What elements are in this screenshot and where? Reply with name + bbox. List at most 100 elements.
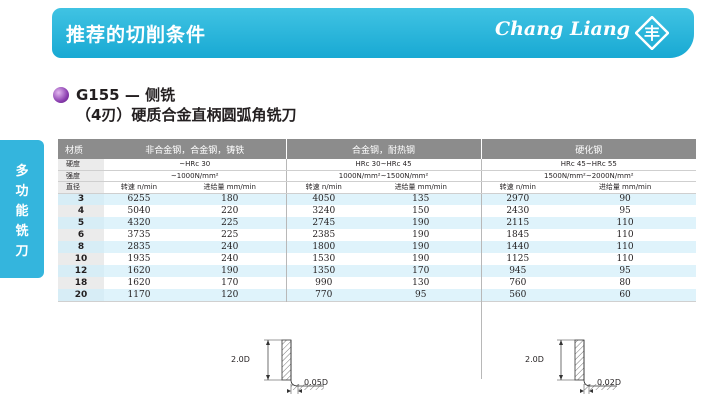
feed-cell: 190 bbox=[412, 230, 430, 240]
side-tab-char: 刀 bbox=[15, 244, 29, 259]
feed-header: 进给量 mm/min bbox=[361, 181, 482, 194]
table-row: 6 3735 225 2385 190 1845 110 bbox=[58, 229, 696, 241]
speed-cell: 770 bbox=[285, 289, 362, 301]
header-banner: 推荐的切削条件 Chang Liang 丰 bbox=[52, 8, 694, 58]
speed-cell: 6255 bbox=[104, 193, 174, 205]
depth-label: 2.0D bbox=[525, 355, 544, 364]
material-label: 材质 bbox=[58, 139, 104, 159]
side-category-tab: 多 功 能 铣 刀 bbox=[0, 140, 44, 278]
speed-cell: 1800 bbox=[285, 241, 362, 253]
brand-name: Chang Liang bbox=[495, 18, 630, 40]
strength-label: 强度 bbox=[58, 170, 104, 182]
table-row: 4 5040 220 3240 150 2430 95 bbox=[58, 205, 696, 217]
feed-cell: 225 bbox=[174, 217, 287, 229]
feed-cell: 240 bbox=[221, 254, 239, 264]
diameter-cell: 12 bbox=[58, 265, 104, 277]
page-title: 推荐的切削条件 bbox=[66, 24, 207, 46]
brand-logo-icon: 丰 bbox=[635, 16, 669, 50]
diameter-cell: 6 bbox=[58, 229, 104, 241]
feed-cell: 170 bbox=[361, 265, 482, 277]
speed-cell: 1440 bbox=[480, 241, 555, 253]
feed-cell: 95 bbox=[361, 289, 482, 301]
speed-cell: 1530 bbox=[285, 253, 362, 265]
hardness-row: 硬度 ~HRc 30 HRc 30~HRc 45 HRc 45~HRc 55 bbox=[58, 159, 697, 171]
diameter-cell: 18 bbox=[58, 277, 104, 289]
material-group-2: 合金钢，耐热钢 bbox=[285, 139, 482, 159]
speed-cell: 3735 bbox=[127, 230, 151, 240]
speed-cell: 2745 bbox=[285, 217, 362, 229]
diameter-cell: 5 bbox=[58, 217, 104, 229]
bullet-icon bbox=[53, 87, 69, 103]
feed-cell: 120 bbox=[174, 289, 287, 301]
feed-cell: 60 bbox=[554, 289, 697, 301]
feed-cell: 220 bbox=[221, 206, 239, 216]
feed-cell: 110 bbox=[616, 230, 634, 240]
speed-cell: 3240 bbox=[285, 205, 362, 217]
feed-cell: 150 bbox=[412, 206, 430, 216]
speed-cell: 1845 bbox=[480, 229, 555, 241]
speed-cell: 560 bbox=[480, 289, 555, 301]
speed-header: 转速 n/min bbox=[285, 181, 362, 194]
material-group-3: 硬化钢 bbox=[480, 139, 697, 159]
width-label: 0.02D bbox=[597, 378, 621, 387]
speed-header: 转速 n/min bbox=[480, 181, 555, 194]
speed-cell: 1170 bbox=[104, 289, 174, 301]
speed-cell: 4050 bbox=[285, 193, 362, 205]
speed-cell: 2970 bbox=[480, 193, 555, 205]
diagram-row bbox=[58, 300, 697, 379]
depth-label: 2.0D bbox=[231, 355, 250, 364]
table-row: 3 6255 180 4050 135 2970 90 bbox=[58, 193, 697, 205]
diameter-cell: 20 bbox=[58, 289, 104, 301]
cutting-depth-diagram: 2.0D 0.05D bbox=[231, 339, 328, 394]
feed-cell: 110 bbox=[554, 241, 697, 253]
product-subtitle: （4刃）硬质合金直柄圆弧角铣刀 bbox=[76, 106, 297, 124]
column-header-row: 直径 转速 n/min 进给量 mm/min 转速 n/min 进给量 mm/m… bbox=[58, 181, 697, 194]
speed-cell: 2115 bbox=[480, 217, 555, 229]
feed-cell: 190 bbox=[174, 265, 287, 277]
speed-cell: 2385 bbox=[285, 229, 362, 241]
material-header-row: 材质 非合金钢，合金钢，铸铁 合金钢，耐热钢 硬化钢 bbox=[58, 139, 697, 159]
feed-cell: 190 bbox=[361, 241, 482, 253]
hardness-value: HRc 45~HRc 55 bbox=[480, 159, 697, 171]
side-tab-char: 能 bbox=[15, 204, 29, 219]
feed-cell: 90 bbox=[554, 193, 697, 205]
feed-header: 进给量 mm/min bbox=[174, 181, 287, 194]
table-row: 10 1935 240 1530 190 1125 110 bbox=[58, 253, 696, 265]
feed-cell: 135 bbox=[361, 193, 482, 205]
feed-cell: 190 bbox=[361, 217, 482, 229]
strength-value: 1000N/mm²~1500N/mm² bbox=[285, 170, 482, 182]
svg-text:丰: 丰 bbox=[644, 24, 660, 43]
diameter-cell: 4 bbox=[58, 205, 104, 217]
cutting-depth-diagram: 2.0D 0.02D bbox=[525, 339, 621, 394]
feed-cell: 225 bbox=[221, 230, 239, 240]
cutting-conditions-table: 材质 非合金钢，合金钢，铸铁 合金钢，耐热钢 硬化钢 硬度 ~HRc 30 HR… bbox=[58, 139, 697, 379]
table-row: 5 4320 225 2745 190 2115 110 bbox=[58, 217, 697, 229]
speed-cell: 1620 bbox=[104, 265, 174, 277]
feed-cell: 95 bbox=[554, 265, 697, 277]
speed-cell: 760 bbox=[480, 277, 555, 289]
speed-cell: 1350 bbox=[285, 265, 362, 277]
hardness-value: ~HRc 30 bbox=[104, 159, 287, 171]
speed-cell: 2430 bbox=[480, 205, 555, 217]
strength-value: ~1000N/mm² bbox=[104, 170, 287, 182]
hardness-label: 硬度 bbox=[58, 159, 104, 171]
speed-cell: 990 bbox=[285, 277, 362, 289]
feed-cell: 170 bbox=[221, 278, 239, 288]
speed-cell: 1125 bbox=[480, 253, 555, 265]
feed-cell: 110 bbox=[616, 254, 634, 264]
product-model: G155 — 侧铣 bbox=[76, 86, 176, 104]
strength-value: 1500N/mm²~2000N/mm² bbox=[480, 170, 697, 182]
feed-cell: 110 bbox=[554, 217, 697, 229]
side-tab-char: 功 bbox=[15, 184, 29, 199]
feed-cell: 190 bbox=[412, 254, 430, 264]
speed-cell: 4320 bbox=[104, 217, 174, 229]
table-row: 18 1620 170 990 130 760 80 bbox=[58, 277, 696, 289]
feed-cell: 95 bbox=[619, 206, 631, 216]
feed-cell: 130 bbox=[412, 278, 430, 288]
feed-cell: 240 bbox=[174, 241, 287, 253]
table-row: 8 2835 240 1800 190 1440 110 bbox=[58, 241, 697, 253]
diameter-cell: 8 bbox=[58, 241, 104, 253]
side-tab-char: 多 bbox=[15, 164, 29, 179]
speed-cell: 2835 bbox=[104, 241, 174, 253]
speed-cell: 1620 bbox=[127, 278, 151, 288]
